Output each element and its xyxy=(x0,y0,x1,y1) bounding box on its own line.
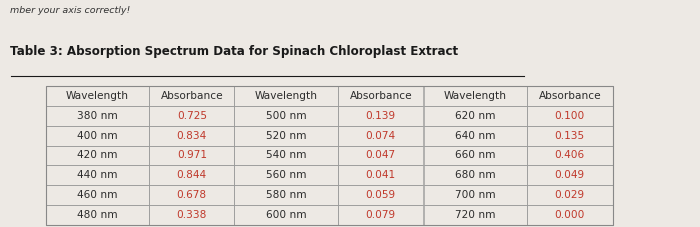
Text: 380 nm: 380 nm xyxy=(77,111,118,121)
Text: 0.971: 0.971 xyxy=(177,150,206,160)
Text: Absorbance: Absorbance xyxy=(160,91,223,101)
Text: 0.079: 0.079 xyxy=(365,210,396,220)
Text: 720 nm: 720 nm xyxy=(455,210,496,220)
Text: 440 nm: 440 nm xyxy=(77,170,118,180)
Text: 580 nm: 580 nm xyxy=(266,190,307,200)
Text: 660 nm: 660 nm xyxy=(455,150,496,160)
Text: 500 nm: 500 nm xyxy=(266,111,307,121)
Text: 480 nm: 480 nm xyxy=(77,210,118,220)
Text: 0.000: 0.000 xyxy=(554,210,585,220)
Text: Absorbance: Absorbance xyxy=(538,91,601,101)
Text: 0.029: 0.029 xyxy=(554,190,585,200)
Text: 680 nm: 680 nm xyxy=(455,170,496,180)
Text: 700 nm: 700 nm xyxy=(455,190,496,200)
Text: Wavelength: Wavelength xyxy=(444,91,507,101)
Text: Wavelength: Wavelength xyxy=(66,91,129,101)
Text: 0.139: 0.139 xyxy=(365,111,396,121)
Text: 0.834: 0.834 xyxy=(176,131,207,141)
Text: 0.041: 0.041 xyxy=(365,170,396,180)
Text: 0.049: 0.049 xyxy=(554,170,585,180)
Text: 0.047: 0.047 xyxy=(365,150,396,160)
Text: 400 nm: 400 nm xyxy=(77,131,118,141)
Text: 520 nm: 520 nm xyxy=(266,131,307,141)
Text: Absorbance: Absorbance xyxy=(349,91,412,101)
Text: 0.406: 0.406 xyxy=(554,150,585,160)
Text: 0.074: 0.074 xyxy=(365,131,396,141)
Text: 0.844: 0.844 xyxy=(176,170,207,180)
Text: 0.100: 0.100 xyxy=(554,111,585,121)
Text: Table 3: Absorption Spectrum Data for Spinach Chloroplast Extract: Table 3: Absorption Spectrum Data for Sp… xyxy=(10,45,458,58)
Text: 0.725: 0.725 xyxy=(177,111,206,121)
Text: 0.059: 0.059 xyxy=(365,190,396,200)
Text: 0.135: 0.135 xyxy=(554,131,585,141)
Text: 420 nm: 420 nm xyxy=(77,150,118,160)
Text: 560 nm: 560 nm xyxy=(266,170,307,180)
Text: mber your axis correctly!: mber your axis correctly! xyxy=(10,6,131,15)
Text: 0.678: 0.678 xyxy=(176,190,207,200)
Text: 540 nm: 540 nm xyxy=(266,150,307,160)
Text: 620 nm: 620 nm xyxy=(455,111,496,121)
Text: 640 nm: 640 nm xyxy=(455,131,496,141)
Text: 600 nm: 600 nm xyxy=(266,210,307,220)
Text: 0.338: 0.338 xyxy=(176,210,207,220)
Text: 460 nm: 460 nm xyxy=(77,190,118,200)
Text: Wavelength: Wavelength xyxy=(255,91,318,101)
